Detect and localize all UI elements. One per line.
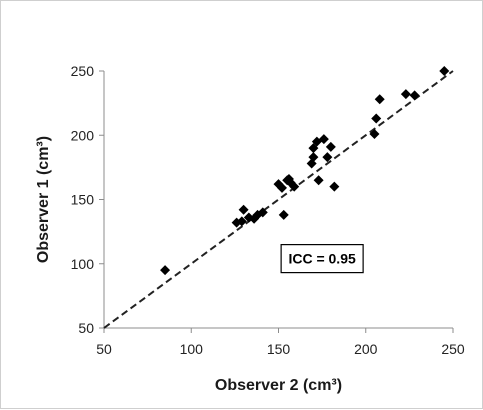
y-tick-label: 100 [71,256,95,272]
data-point [318,134,329,145]
annotation-text: ICC = 0.95 [288,251,356,267]
data-point [308,152,319,163]
x-tick-label: 100 [180,341,204,357]
data-point [160,265,171,276]
data-point [439,66,450,76]
x-axis-label: Observer 2 (cm³) [215,377,342,394]
data-point [371,113,382,124]
axes: 50 100 150 200 250 50 100 150 200 250 [71,63,465,357]
x-tick-label: 150 [267,341,291,357]
data-point [313,175,324,186]
reference-line [103,70,454,329]
annotation-box [280,244,364,274]
labels-layer: Observer 2 (cm³) Observer 1 (cm³) [35,136,342,394]
y-tick-label: 50 [78,320,94,336]
data-point [325,141,336,152]
y-tick-label: 150 [71,192,95,208]
annotation-layer: ICC = 0.95 [280,244,364,274]
data-point [400,89,411,100]
data-point [369,128,380,139]
y-tick-label: 250 [71,63,95,79]
data-point [322,152,333,163]
data-point [238,204,249,215]
data-point [276,182,287,193]
points-layer [160,66,450,276]
y-tick-label: 200 [71,127,95,143]
data-point [329,181,340,192]
reference-line-layer [103,70,454,329]
data-point [278,209,289,220]
x-tick-label: 250 [441,341,465,357]
data-point [374,94,385,105]
data-point [289,181,300,192]
y-axis-label: Observer 1 (cm³) [35,136,52,263]
x-tick-label: 50 [96,341,112,357]
data-point [257,207,268,218]
data-point [409,90,420,101]
x-tick-label: 200 [354,341,378,357]
data-point [236,216,247,227]
